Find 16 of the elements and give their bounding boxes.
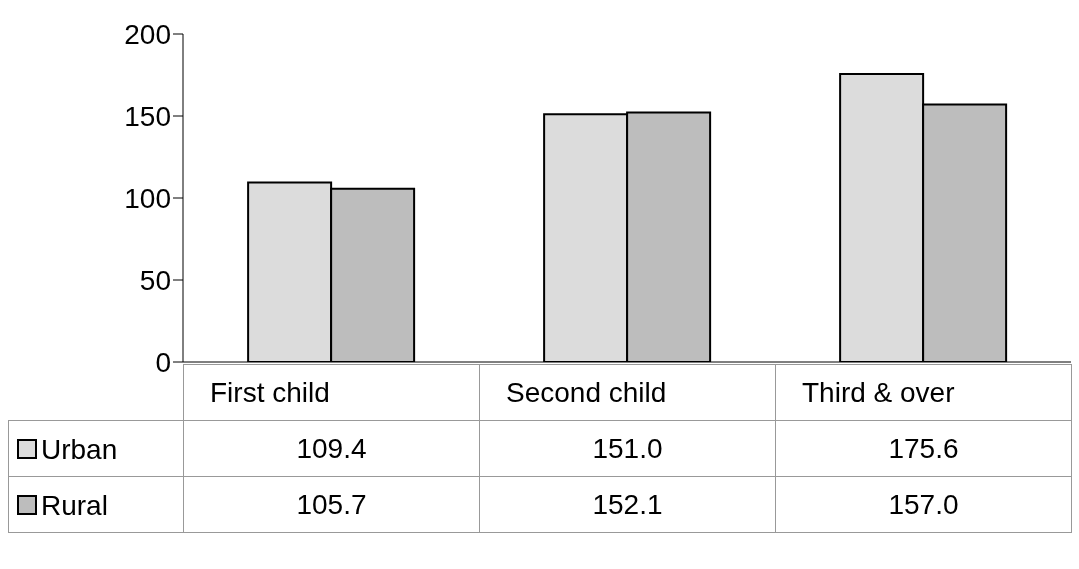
- x-tick-label: First child: [183, 364, 480, 421]
- y-tick-label: 50: [139, 264, 171, 296]
- data-label: 157.0: [775, 476, 1072, 533]
- x-tick-label: Second child: [479, 364, 776, 421]
- data-label: 105.7: [183, 476, 480, 533]
- y-tick-label: 100: [124, 182, 171, 214]
- x-tick-label: Third & over: [775, 364, 1072, 421]
- data-label: 152.1: [479, 476, 776, 533]
- y-tick-label: 0: [155, 346, 171, 378]
- y-tick-label: 150: [124, 100, 171, 132]
- y-tick-label: 200: [124, 18, 171, 50]
- legend-label: Rural: [41, 489, 108, 521]
- legend-label: Urban: [41, 433, 118, 465]
- data-label: 151.0: [479, 420, 776, 477]
- data-label: 175.6: [775, 420, 1072, 477]
- data-label: 109.4: [183, 420, 480, 477]
